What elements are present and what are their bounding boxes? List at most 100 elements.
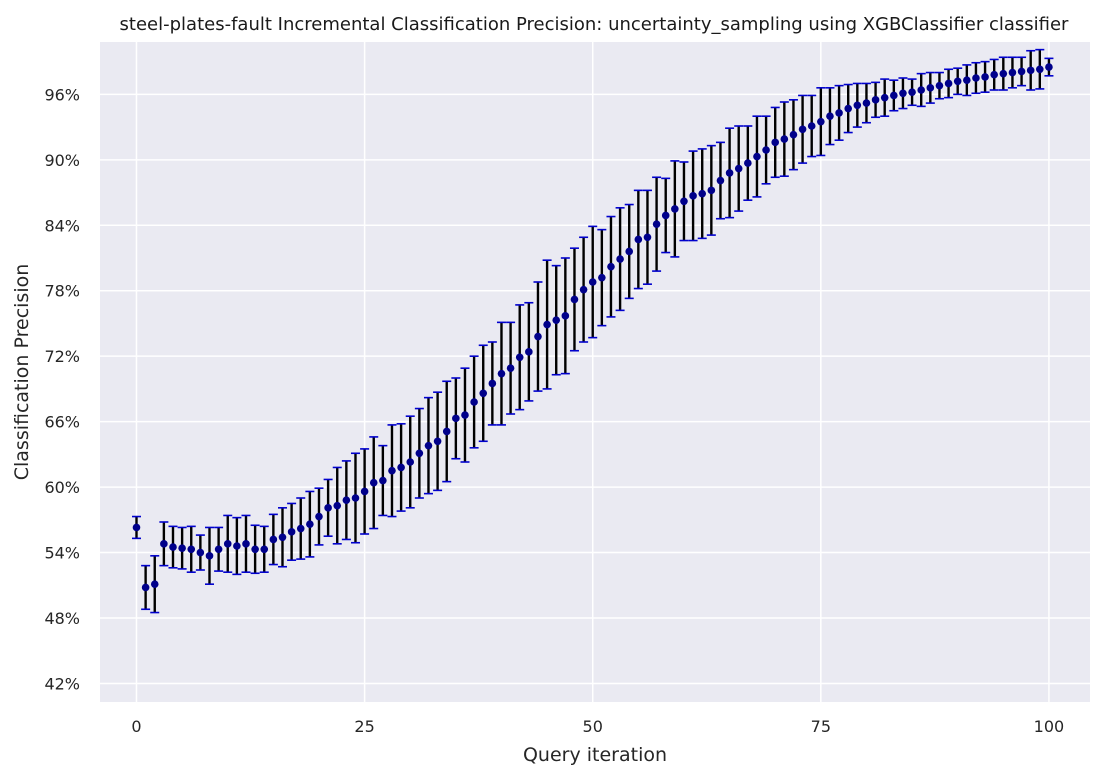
data-point <box>534 332 542 341</box>
data-point <box>716 176 725 185</box>
data-point <box>351 494 360 502</box>
data-point <box>689 192 697 200</box>
data-point <box>671 205 679 213</box>
data-point <box>388 466 396 475</box>
data-point <box>935 81 944 90</box>
data-point <box>342 496 351 504</box>
data-point <box>744 159 752 167</box>
data-point <box>543 320 551 329</box>
y-tick-label: 72% <box>44 347 80 366</box>
data-point <box>835 109 843 117</box>
data-point <box>525 348 533 356</box>
data-point <box>963 76 971 84</box>
data-point <box>187 545 196 554</box>
data-point <box>698 189 707 198</box>
data-point <box>926 84 935 92</box>
data-point <box>798 125 807 134</box>
data-point <box>972 74 980 82</box>
data-point <box>598 273 606 282</box>
data-point <box>890 91 898 100</box>
data-point <box>616 255 624 263</box>
data-point <box>260 545 269 554</box>
data-point <box>251 545 259 554</box>
data-point <box>680 197 688 206</box>
data-point <box>762 146 770 154</box>
data-point <box>433 437 442 446</box>
data-point <box>570 295 579 304</box>
x-tick-label: 0 <box>131 717 141 736</box>
data-point <box>324 504 332 512</box>
data-point <box>1008 68 1017 77</box>
data-point <box>862 99 871 107</box>
x-tick-label: 50 <box>583 717 603 736</box>
data-point <box>771 138 780 147</box>
data-point <box>497 369 506 378</box>
data-point <box>780 135 789 143</box>
data-point <box>506 364 515 372</box>
data-point <box>625 247 634 256</box>
data-point <box>579 285 588 294</box>
data-point <box>315 512 323 521</box>
data-point <box>871 96 880 104</box>
data-point <box>242 540 250 548</box>
data-point <box>917 86 925 94</box>
y-tick-label: 54% <box>44 544 80 563</box>
data-point <box>269 535 278 544</box>
data-point <box>442 427 451 436</box>
data-point <box>278 533 287 542</box>
data-point <box>607 262 615 271</box>
data-point <box>990 70 998 79</box>
data-points <box>132 63 1053 592</box>
data-point <box>588 278 597 286</box>
y-tick-label: 42% <box>44 674 80 693</box>
data-point <box>223 540 232 548</box>
data-point <box>150 580 159 588</box>
data-point <box>233 542 241 550</box>
data-point <box>470 398 478 406</box>
data-point <box>488 379 497 388</box>
data-point <box>132 523 141 532</box>
data-point <box>908 88 916 96</box>
data-point <box>205 552 214 560</box>
data-point <box>707 186 716 195</box>
data-point <box>826 112 834 120</box>
data-point <box>287 528 296 536</box>
data-point <box>981 73 989 81</box>
data-point <box>1036 65 1044 74</box>
data-point <box>944 79 953 88</box>
y-tick-label: 78% <box>44 282 80 301</box>
data-point <box>725 169 734 177</box>
data-point <box>196 548 205 557</box>
data-point <box>169 543 177 551</box>
data-point <box>369 478 378 487</box>
y-tick-label: 66% <box>44 413 80 432</box>
data-point <box>296 524 305 533</box>
data-point <box>160 540 168 548</box>
data-point <box>1017 67 1026 76</box>
data-point <box>461 411 469 419</box>
data-point <box>406 458 415 466</box>
data-point <box>853 101 862 110</box>
data-point <box>479 389 488 398</box>
data-point <box>634 235 643 244</box>
data-point <box>415 449 424 458</box>
data-point <box>214 545 223 554</box>
data-point <box>789 130 798 139</box>
data-point <box>734 164 743 173</box>
y-tick-label: 96% <box>44 85 80 104</box>
y-tick-label: 60% <box>44 478 80 497</box>
grid <box>100 42 1090 702</box>
x-axis-label: Query iteration <box>523 744 667 766</box>
data-point <box>552 316 561 324</box>
x-tick-label: 75 <box>811 717 831 736</box>
data-point <box>817 117 825 126</box>
data-point <box>360 487 369 496</box>
y-tick-label: 48% <box>44 609 80 628</box>
data-point <box>643 233 652 242</box>
data-point <box>753 152 761 161</box>
tick-labels: 42% 48% 54% 60% 66% 72% 78% 84% 90% 96% 0 25 50 75 100 <box>44 85 1064 736</box>
chart-title: steel-plates-fault Incremental Classific… <box>120 14 1070 35</box>
data-point <box>953 77 962 86</box>
data-point <box>397 463 405 472</box>
